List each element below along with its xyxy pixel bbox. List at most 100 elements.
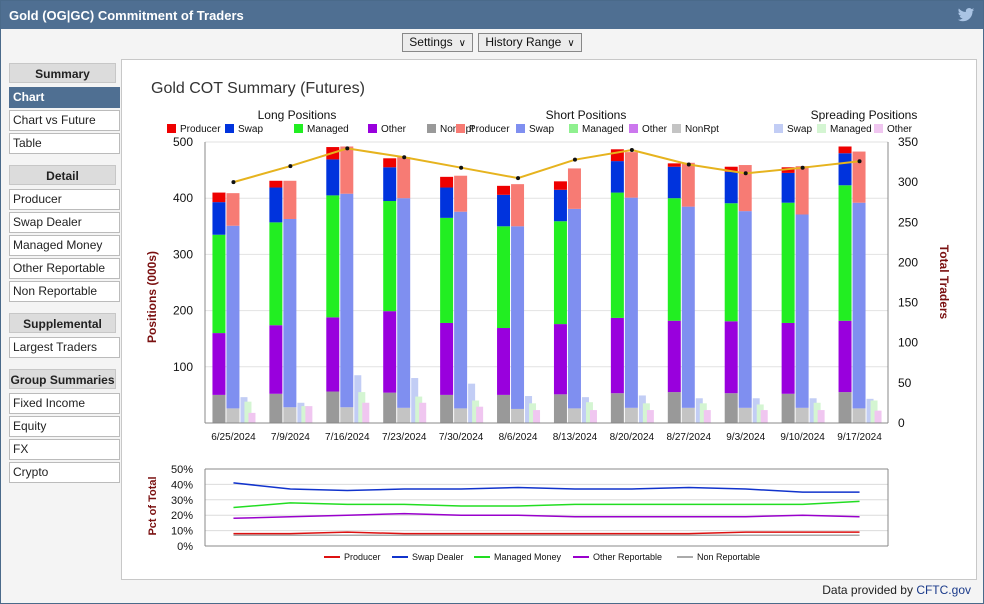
pct-series-line bbox=[233, 500, 860, 509]
bar-short-producer bbox=[738, 165, 752, 212]
bar-spreading-managed bbox=[813, 402, 821, 423]
sidebar-item-chart[interactable]: Chart bbox=[9, 87, 120, 108]
legend-swatch bbox=[225, 124, 234, 133]
y2-tick-label: 0 bbox=[898, 416, 905, 430]
credit-prefix: Data provided by bbox=[822, 583, 917, 597]
bar-long-managed bbox=[440, 217, 454, 323]
bar-spreading-swap bbox=[354, 375, 362, 423]
bar-short-producer bbox=[226, 193, 240, 226]
sidebar-item-other-reportable[interactable]: Other Reportable bbox=[9, 258, 120, 279]
total-traders-point bbox=[800, 165, 805, 170]
pct-tick-label: 10% bbox=[171, 526, 193, 538]
pct-series-line bbox=[233, 531, 860, 535]
bar-spreading-swap bbox=[468, 383, 476, 423]
y-tick-label: 500 bbox=[173, 135, 193, 149]
bar-spreading-other bbox=[646, 410, 654, 423]
pct-tick-label: 0% bbox=[177, 541, 193, 553]
sidebar-item-equity[interactable]: Equity bbox=[9, 416, 120, 437]
sidebar-item-fixed-income[interactable]: Fixed Income bbox=[9, 393, 120, 414]
bar-short-swap bbox=[226, 225, 240, 409]
bar-long-producer bbox=[269, 180, 283, 188]
bar-spreading-managed bbox=[585, 402, 593, 423]
bar-long-managed bbox=[724, 203, 738, 322]
bar-spreading-other bbox=[874, 410, 882, 423]
bar-spreading-managed bbox=[415, 396, 423, 423]
bar-spreading-swap bbox=[866, 398, 874, 423]
sidebar-header-detail: Detail bbox=[9, 165, 116, 185]
settings-dropdown[interactable]: Settings ∨ bbox=[402, 33, 473, 52]
bar-short-nonrpt bbox=[511, 408, 525, 423]
bar-long-producer bbox=[610, 149, 624, 162]
bar-short-swap bbox=[738, 211, 752, 408]
x-tick-label: 7/23/2024 bbox=[382, 432, 427, 443]
bar-long-other bbox=[667, 320, 681, 393]
bar-spreading-swap bbox=[297, 402, 305, 423]
bar-short-nonrpt bbox=[624, 407, 638, 423]
cftc-link[interactable]: CFTC.gov bbox=[916, 583, 971, 597]
bar-spreading-managed bbox=[301, 406, 309, 423]
bar-long-nonrpt bbox=[781, 393, 795, 423]
sidebar-item-largest-traders[interactable]: Largest Traders bbox=[9, 337, 120, 358]
sidebar-item-producer[interactable]: Producer bbox=[9, 189, 120, 210]
legend-label: Managed bbox=[307, 124, 349, 135]
bar-long-other bbox=[383, 311, 397, 393]
bar-spreading-managed bbox=[699, 403, 707, 423]
sidebar-header-summary: Summary bbox=[9, 63, 116, 83]
pct-tick-label: 30% bbox=[171, 495, 193, 507]
bar-long-managed bbox=[553, 221, 567, 325]
sidebar-item-chart-vs-future[interactable]: Chart vs Future bbox=[9, 110, 120, 131]
sidebar-item-table[interactable]: Table bbox=[9, 133, 120, 154]
pct-legend-label: Non Reportable bbox=[697, 552, 760, 562]
bar-short-producer bbox=[681, 162, 695, 207]
bar-short-swap bbox=[511, 226, 525, 409]
bar-short-nonrpt bbox=[852, 408, 866, 423]
bar-short-nonrpt bbox=[226, 408, 240, 423]
sidebar-header-supplemental: Supplemental bbox=[9, 313, 116, 333]
pct-y-axis-label: Pct of Total bbox=[147, 476, 159, 535]
bar-long-producer bbox=[838, 146, 852, 154]
pct-legend-label: Producer bbox=[344, 552, 381, 562]
y2-tick-label: 350 bbox=[898, 135, 918, 149]
legend-swatch bbox=[167, 124, 176, 133]
x-tick-label: 8/20/2024 bbox=[610, 432, 655, 443]
legend-swatch bbox=[456, 124, 465, 133]
total-traders-point bbox=[857, 159, 862, 164]
bar-long-other bbox=[212, 333, 226, 395]
bar-short-nonrpt bbox=[795, 407, 809, 423]
bar-long-nonrpt bbox=[440, 394, 454, 423]
bar-short-producer bbox=[795, 166, 809, 215]
bar-long-swap bbox=[269, 187, 283, 223]
bar-short-nonrpt bbox=[340, 407, 354, 423]
y-tick-label: 100 bbox=[173, 360, 193, 374]
sidebar-item-swap-dealer[interactable]: Swap Dealer bbox=[9, 212, 120, 233]
x-tick-label: 6/25/2024 bbox=[211, 432, 256, 443]
legend-label: Managed bbox=[582, 124, 624, 135]
sidebar-item-crypto[interactable]: Crypto bbox=[9, 462, 120, 483]
sidebar-item-non-reportable[interactable]: Non Reportable bbox=[9, 281, 120, 302]
bar-long-nonrpt bbox=[212, 394, 226, 423]
bar-short-nonrpt bbox=[454, 408, 468, 423]
y-axis-label: Positions (000s) bbox=[145, 251, 159, 343]
title-bar: Gold (OG|GC) Commitment of Traders bbox=[1, 1, 983, 29]
bar-long-other bbox=[610, 317, 624, 394]
legend-label: Managed bbox=[830, 124, 872, 135]
y2-tick-label: 100 bbox=[898, 336, 918, 350]
bar-long-swap bbox=[383, 167, 397, 202]
twitter-icon[interactable] bbox=[957, 6, 975, 24]
legend-swatch bbox=[569, 124, 578, 133]
bar-short-producer bbox=[511, 184, 525, 227]
sidebar-item-managed-money[interactable]: Managed Money bbox=[9, 235, 120, 256]
pct-series-line bbox=[233, 482, 860, 493]
bar-long-nonrpt bbox=[497, 394, 511, 423]
history-range-dropdown[interactable]: History Range ∨ bbox=[478, 33, 582, 52]
legend-swatch bbox=[672, 124, 681, 133]
sidebar-item-fx[interactable]: FX bbox=[9, 439, 120, 460]
pct-tick-label: 50% bbox=[171, 464, 193, 476]
bar-spreading-swap bbox=[411, 378, 419, 423]
legend-group-title: Long Positions bbox=[258, 108, 337, 122]
x-tick-label: 8/27/2024 bbox=[667, 432, 712, 443]
bar-long-other bbox=[440, 322, 454, 395]
bar-spreading-other bbox=[817, 410, 825, 423]
chart-panel: Gold COT Summary (Futures) Long Position… bbox=[121, 59, 977, 580]
